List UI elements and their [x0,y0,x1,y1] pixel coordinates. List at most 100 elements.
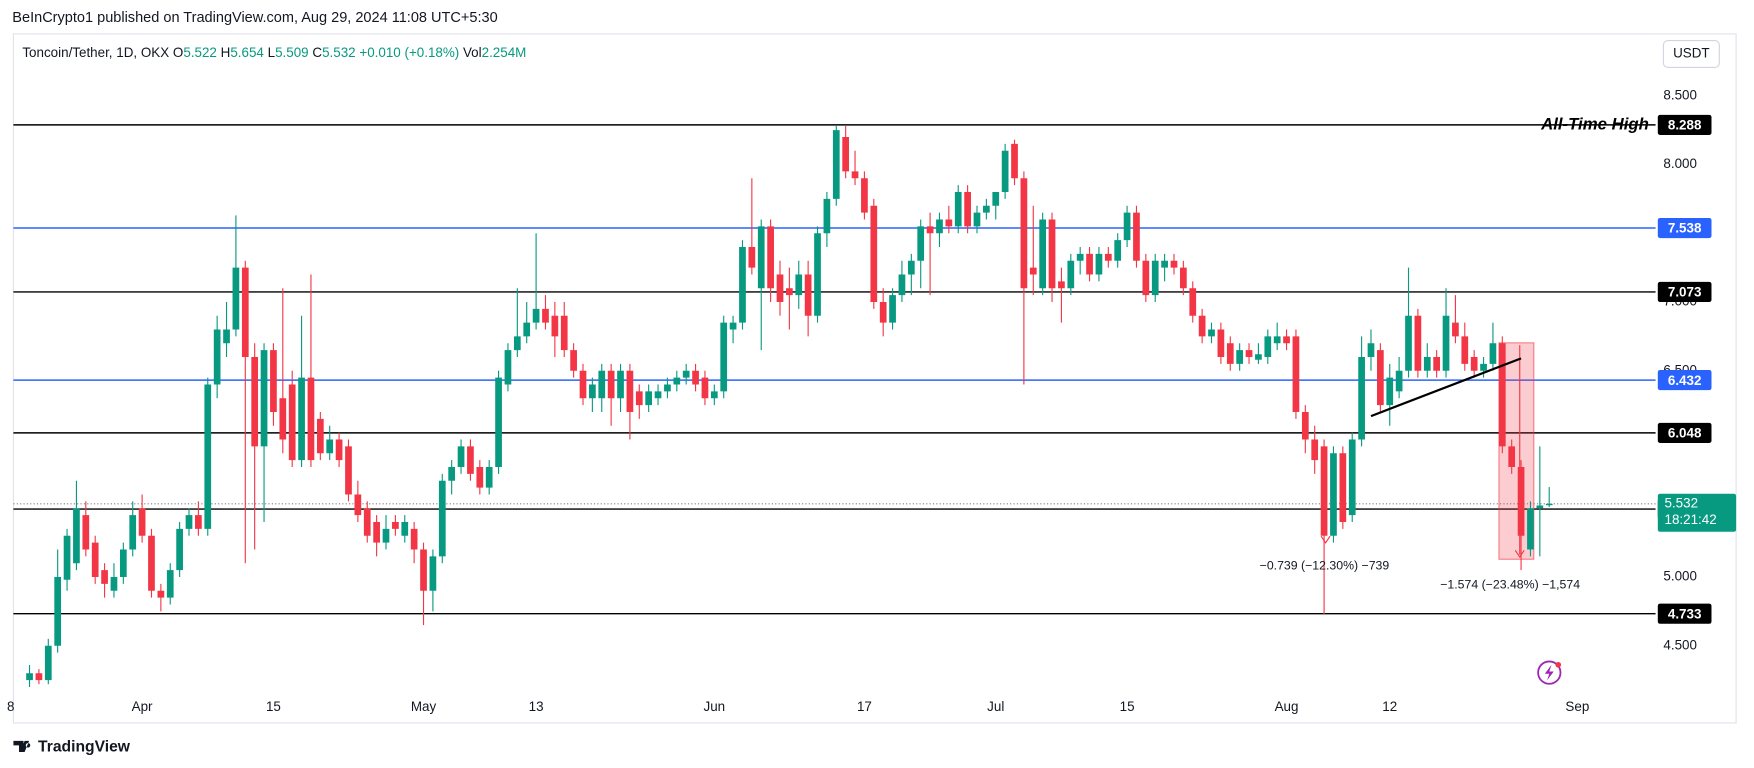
candle-body [1283,336,1290,344]
measure-label: −0.739 (−12.30%) −739 [1260,559,1390,573]
currency-button[interactable] [1662,40,1720,68]
x-tick-label: Sep [1565,699,1589,714]
candle-body [119,549,127,577]
candle-body [1320,446,1328,536]
candle-body [1358,356,1365,440]
logo-text: TradingView [38,739,131,756]
level-label-box [1657,217,1712,239]
candle-body [926,226,934,234]
icon-bolt [1544,664,1554,681]
x-tick-label: Jun [704,699,726,714]
tradingview-logo: TradingView [13,739,131,756]
candle-body [851,171,859,179]
candle-body [138,508,146,536]
candle-body [326,439,334,454]
candle-body [1377,350,1384,406]
icon-ring [1537,660,1562,685]
candle-body [842,136,850,172]
y-tick-label: 8.000 [1663,156,1697,171]
candle-body [673,377,681,385]
candle-body [35,673,43,681]
x-tick-label: 15 [266,699,281,714]
candle-body [204,384,212,529]
candle-body [288,384,296,461]
candle-body [298,377,305,461]
candle-body [889,295,896,323]
level-label: 4.733 [1668,606,1702,621]
trendline [1370,357,1522,418]
candle-body [1151,260,1159,296]
candle-body [223,329,230,344]
candle-body [1067,260,1075,289]
candle-body [579,370,587,399]
candle-body [448,466,456,481]
candle-body [767,226,774,289]
candle-body [523,322,531,337]
legend-high-label: H [221,44,231,59]
candle-body [495,377,502,467]
ohlc-legend: Toncoin/Tether, 1D, OKX O5.522 H5.654 L5… [22,44,526,59]
candle-body [907,260,915,275]
candle-body [1414,315,1422,371]
x-tick-label: May [411,699,437,714]
candle-body [513,336,521,351]
x-tick-label: 15 [1120,699,1135,714]
candle-body [701,377,709,399]
candle-body [598,370,606,399]
candle-body [626,370,634,412]
candle-body [589,384,596,399]
candle-body [1498,343,1506,447]
level-label: 6.048 [1668,426,1702,441]
y-tick-label: 8.500 [1663,87,1697,102]
candle-body [983,205,990,213]
candle-body [729,322,737,330]
candle-body [307,377,315,461]
candle-body [1208,329,1215,337]
y-tick-label: 4.500 [1663,637,1697,652]
candle-body [795,274,803,296]
candle-body [91,542,99,577]
candle-body [551,315,559,337]
x-tick-label: Apr [132,699,153,714]
candle-body [757,226,765,289]
candle-body [917,226,925,261]
candle-body [607,370,615,399]
candle-body [1348,439,1356,516]
candle-body [1114,240,1122,261]
lightning-icon[interactable] [1537,660,1562,685]
candle-body [345,446,352,495]
candle-body [748,246,756,268]
candle-body [1545,503,1553,506]
candle-body [814,233,821,316]
candle-body [213,329,221,385]
candle-body [654,391,662,399]
candle-body [1480,363,1487,371]
candle-body [476,466,484,488]
x-tick-label: Aug [1275,699,1299,714]
candle-body [832,130,840,199]
candle-body [1161,260,1168,268]
candle-body [1255,354,1262,360]
level-label-box [1657,370,1712,391]
level-label: 8.288 [1668,118,1702,133]
candle-body [823,198,831,234]
legend-change: +0.010 (+0.18%) [359,44,459,59]
candle-body [241,267,249,357]
candle-body [664,384,671,392]
candle-body [467,446,474,474]
candle-body [1405,315,1412,371]
candle-body [54,576,62,646]
candle-body [260,350,268,447]
candle-body [1226,343,1234,364]
current-price-box [1657,493,1737,532]
measure-label: −1.574 (−23.48%) −1,574 [1440,578,1580,592]
legend-close: 5.532 [322,44,356,59]
candle-body [1104,253,1112,261]
candle-body [1020,178,1028,289]
countdown-label: 18:21:42 [1665,512,1717,527]
level-label-box [1657,422,1712,443]
candle-body [992,191,1000,206]
candle-body [457,446,465,467]
